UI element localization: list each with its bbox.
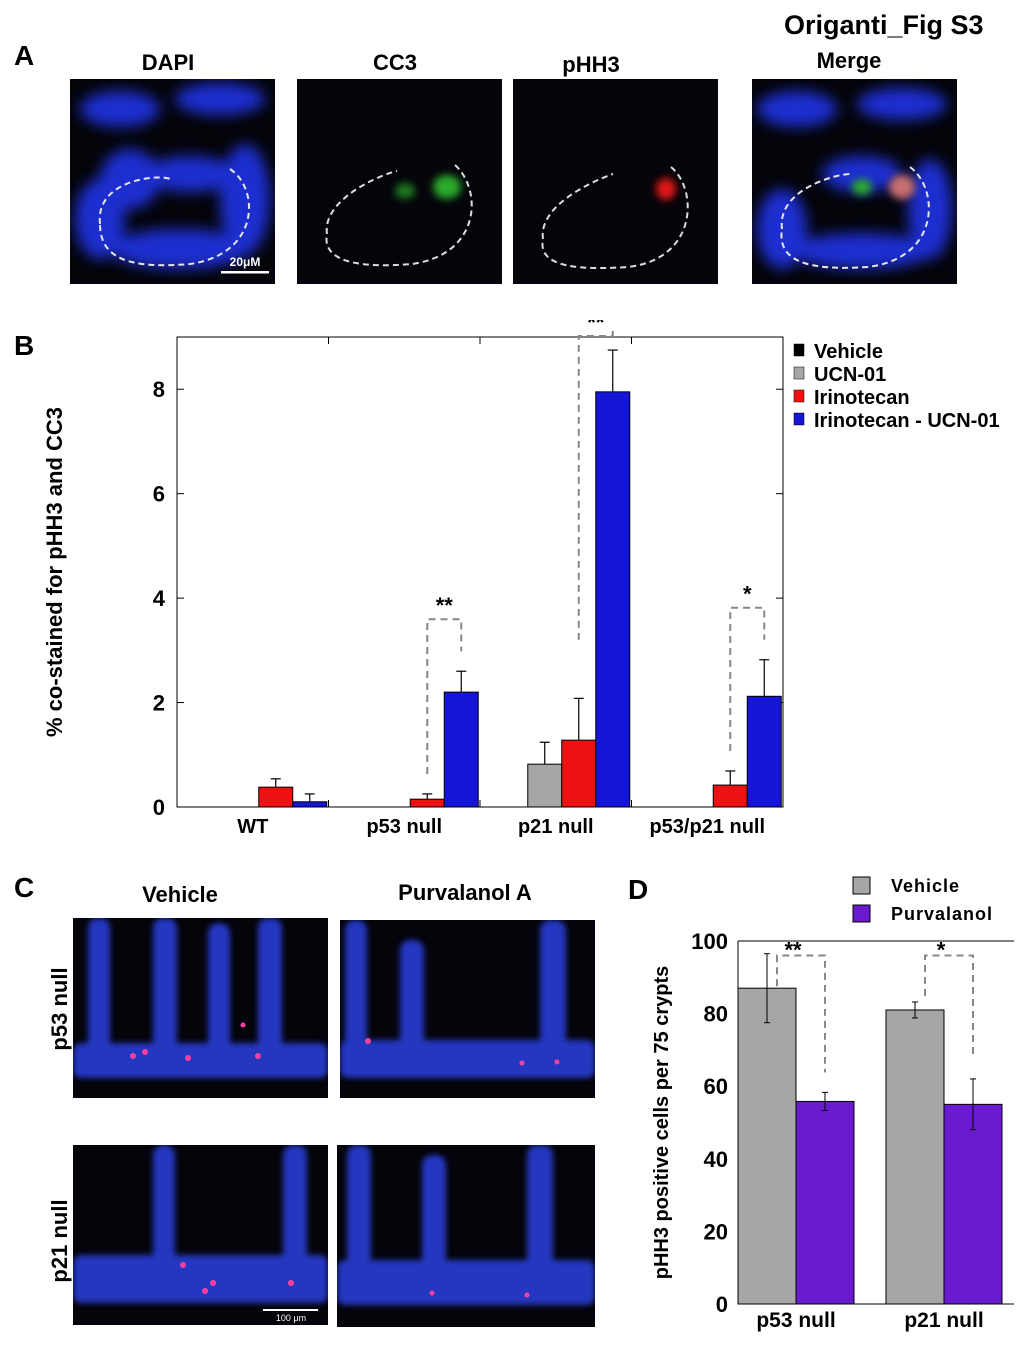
panel-b-legend-label-irinotecan: Irinotecan: [814, 387, 910, 409]
panel-b-bar-wt-irinotecan-ucn-01: [292, 801, 328, 808]
micrograph-p53-purvalanol: [340, 920, 595, 1098]
panel-d-ytick-label: 0: [716, 1292, 728, 1317]
panel-b-legend-swatch-vehicle: [793, 343, 805, 357]
panel-d-legend-label-purvalanol: Purvalanol: [891, 904, 993, 924]
panel-d-legend-label-vehicle: Vehicle: [891, 876, 960, 896]
panel-b-bar-p53-p21-null-irinotecan: [712, 784, 748, 808]
micrograph-p53-vehicle: [73, 918, 328, 1098]
panel-b-significance-bracket: [426, 618, 463, 774]
panel-d-xtick-label-p21-null: p21 null: [904, 1309, 983, 1332]
panel-d-bar-p21-null-purvalanol: [943, 1103, 1003, 1305]
panel-d-ytick-label: 100: [691, 929, 728, 954]
phh3-image: [513, 79, 718, 284]
merge-image: [752, 79, 957, 284]
panel-c-row-p53: p53 null: [47, 967, 72, 1051]
panel-b-ytick-label: 6: [153, 482, 165, 507]
panel-d-ytick-label: 60: [704, 1074, 728, 1099]
cc3-image: [297, 79, 502, 284]
channel-label-merge: Merge: [816, 48, 882, 73]
panel-b-legend-label-irinotecan-ucn-01: Irinotecan - UCN-01: [814, 410, 1000, 432]
panel-d-significance-bracket: [924, 954, 974, 1059]
dapi-scale-bar-label: 20μM: [230, 255, 261, 269]
panel-d-significance-bracket: [776, 954, 826, 1073]
panel-b-legend-swatch-irinotecan: [793, 389, 805, 403]
panel-b-significance-label: **: [436, 593, 454, 618]
panel-b-significance-bracket: [729, 606, 766, 751]
panel-b-significance-label: *: [743, 582, 752, 607]
panel-b-bar-p21-null-irinotecan: [561, 739, 597, 808]
channel-label-dapi: DAPI: [141, 50, 195, 75]
panel-b-significance-bracket: [577, 330, 614, 640]
panel-b-plot-frame: [176, 336, 784, 808]
panel-b-xtick-label-wt: WT: [237, 816, 268, 838]
panel-b-bar-p53-p21-null-irinotecan-ucn-01: [746, 695, 782, 808]
panel-b-chart: 0 2 4 6 8 % co-stained for pHH3 and CC3 WT p53 …: [42, 320, 1000, 838]
panel-c-col-purvalanol: Purvalanol A: [398, 880, 532, 905]
panel-d-xtick-label-p53-null: p53 null: [756, 1309, 835, 1332]
panel-b-xtick-label-p21-null: p21 null: [518, 816, 594, 838]
panel-b-ytick-label: 4: [153, 586, 166, 611]
panel-b-ytick-label: 2: [153, 691, 165, 716]
panel-b-xtick-label-p53-null: p53 null: [366, 816, 442, 838]
panel-b-legend-label-vehicle: Vehicle: [814, 341, 883, 363]
panel-b-letter: B: [14, 330, 35, 361]
panel-b-legend-label-ucn-01: UCN-01: [814, 364, 886, 386]
panel-b-significance-label: **: [587, 320, 605, 335]
panel-d-bar-p21-null-vehicle: [885, 1009, 945, 1305]
panel-b-bar-p53-null-irinotecan: [409, 798, 445, 808]
figure-title: Origanti_Fig S3: [784, 10, 984, 40]
panel-b-bar-p21-null-irinotecan-ucn-01: [595, 391, 631, 808]
panel-d-ytick-label: 20: [704, 1219, 728, 1244]
panel-b-xtick-label-p53-p21-null: p53/p21 null: [649, 816, 765, 838]
micrograph-p21-vehicle: 100 μm: [73, 1145, 328, 1325]
panel-d-letter: D: [628, 874, 649, 905]
micrograph-p21-purvalanol: [337, 1145, 595, 1327]
panel-d-bar-p53-null-purvalanol: [795, 1100, 855, 1305]
channel-label-phh3: pHH3: [562, 52, 620, 77]
panel-c-scale-bar-label: 100 μm: [276, 1313, 306, 1323]
panel-d-legend-swatch-vehicle: [852, 876, 871, 895]
panel-d-ytick-label: 40: [704, 1147, 728, 1172]
panel-d-bar-p53-null-vehicle: [737, 987, 797, 1305]
panel-d-legend-swatch-purvalanol: [852, 904, 871, 923]
panel-b-bar-p21-null-ucn-01: [527, 763, 563, 808]
channel-label-cc3: CC3: [372, 50, 417, 75]
panel-d-chart: 0 20 40 60 80 100 pHH3 positive cells per 75 c…: [651, 876, 1014, 1332]
panel-a-letter: A: [14, 40, 35, 71]
panel-b-ytick-label: 0: [153, 795, 165, 820]
panel-d-significance-label: *: [937, 938, 946, 963]
panel-c-col-vehicle: Vehicle: [142, 882, 218, 907]
panel-b-bar-p53-null-irinotecan-ucn-01: [443, 691, 479, 808]
panel-b-legend-swatch-ucn-01: [793, 366, 805, 380]
panel-d-ytick-label: 80: [704, 1002, 728, 1027]
dapi-image: 20μM: [70, 79, 275, 284]
panel-b-ylabel: % co-stained for pHH3 and CC3: [42, 407, 67, 737]
panel-d-ylabel: pHH3 positive cells per 75 crypts: [651, 966, 673, 1279]
panel-b-bar-wt-irinotecan: [258, 786, 294, 808]
panel-c-row-p21: p21 null: [47, 1199, 72, 1283]
panel-c-letter: C: [14, 872, 35, 903]
panel-b-legend-swatch-irinotecan-ucn-01: [793, 412, 805, 426]
panel-d-significance-label: **: [784, 938, 802, 963]
panel-b-ytick-label: 8: [153, 377, 165, 402]
